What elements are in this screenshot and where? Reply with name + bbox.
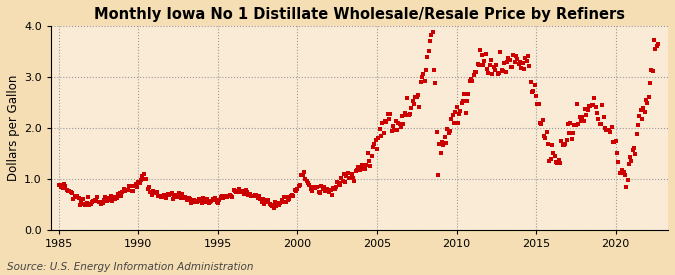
Title: Monthly Iowa No 1 Distillate Wholesale/Resale Price by Refiners: Monthly Iowa No 1 Distillate Wholesale/R… — [94, 7, 625, 22]
Y-axis label: Dollars per Gallon: Dollars per Gallon — [7, 75, 20, 181]
Text: Source: U.S. Energy Information Administration: Source: U.S. Energy Information Administ… — [7, 262, 253, 272]
